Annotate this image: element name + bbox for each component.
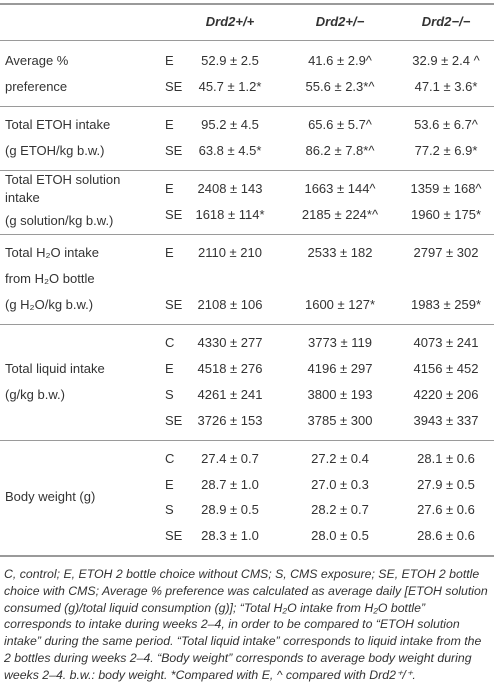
cell-value: 2533 ± 182 <box>307 245 373 260</box>
cell-value: 28.6 ± 0.6 <box>417 528 475 543</box>
cell-value: 3726 ± 153 <box>197 413 263 428</box>
cell-value: 1359 ± 168^ <box>410 181 482 196</box>
row-label: Total ETOH intake <box>5 117 111 132</box>
condition: E <box>165 245 174 260</box>
condition: E <box>165 477 174 492</box>
condition: S <box>165 387 174 402</box>
condition: SE <box>165 143 183 158</box>
condition: E <box>165 361 174 376</box>
condition: SE <box>165 528 183 543</box>
cell-value: 95.2 ± 4.5 <box>201 117 259 132</box>
bottom-rule <box>0 555 494 557</box>
condition: SE <box>165 297 183 312</box>
row-label: (g H₂O/kg b.w.) <box>5 297 94 312</box>
condition: E <box>165 117 174 132</box>
condition: S <box>165 502 174 517</box>
row-label: Body weight (g) <box>5 489 96 504</box>
row-label: from H₂O bottle <box>5 271 95 286</box>
cell-value: 55.6 ± 2.3*^ <box>305 79 375 94</box>
cell-value: 86.2 ± 7.8*^ <box>305 143 375 158</box>
column-header: Drd2+/+ <box>205 14 255 29</box>
cell-value: 3800 ± 193 <box>307 387 373 402</box>
cell-value: 65.6 ± 5.7^ <box>308 117 372 132</box>
cell-value: 4518 ± 276 <box>197 361 263 376</box>
cell-value: 47.1 ± 3.6* <box>414 79 478 94</box>
cell-value: 4196 ± 297 <box>307 361 373 376</box>
cell-value: 2797 ± 302 <box>413 245 479 260</box>
row-label: (g solution/kg b.w.) <box>5 213 114 228</box>
cell-value: 2110 ± 210 <box>197 245 263 260</box>
cell-value: 1983 ± 259* <box>410 297 482 312</box>
condition: SE <box>165 79 183 94</box>
cell-value: 27.9 ± 0.5 <box>417 477 475 492</box>
cell-value: 4220 ± 206 <box>413 387 479 402</box>
cell-value: 45.7 ± 1.2* <box>198 79 262 94</box>
row-label: preference <box>5 79 68 94</box>
column-header: Drd2−/− <box>421 14 471 29</box>
group-rule <box>0 106 494 107</box>
cell-value: 27.4 ± 0.7 <box>201 451 259 466</box>
cell-value: 1600 ± 127* <box>304 297 376 312</box>
column-header: Drd2+/− <box>315 14 365 29</box>
row-label: intake <box>5 190 40 205</box>
cell-value: 2185 ± 224*^ <box>301 207 379 222</box>
cell-value: 27.2 ± 0.4 <box>311 451 369 466</box>
cell-value: 1960 ± 175* <box>410 207 482 222</box>
cell-value: 4261 ± 241 <box>197 387 263 402</box>
condition: SE <box>165 207 183 222</box>
cell-value: 53.6 ± 6.7^ <box>414 117 478 132</box>
row-label: (g ETOH/kg b.w.) <box>5 143 105 158</box>
row-label: (g/kg b.w.) <box>5 387 65 402</box>
group-rule <box>0 234 494 235</box>
condition: SE <box>165 413 183 428</box>
cell-value: 3943 ± 337 <box>413 413 479 428</box>
cell-value: 27.6 ± 0.6 <box>417 502 475 517</box>
condition: E <box>165 181 174 196</box>
cell-value: 28.2 ± 0.7 <box>311 502 369 517</box>
row-label: Total liquid intake <box>5 361 105 376</box>
condition: C <box>165 451 175 466</box>
cell-value: 28.7 ± 1.0 <box>201 477 259 492</box>
cell-value: 1618 ± 114* <box>195 207 265 222</box>
group-rule <box>0 324 494 325</box>
cell-value: 2108 ± 106 <box>197 297 263 312</box>
cell-value: 77.2 ± 6.9* <box>414 143 478 158</box>
header-rule <box>0 40 494 41</box>
cell-value: 2408 ± 143 <box>197 181 263 196</box>
condition: C <box>165 335 175 350</box>
top-rule <box>0 3 494 5</box>
cell-value: 32.9 ± 2.4 ^ <box>412 53 480 68</box>
row-label: Total H₂O intake <box>5 245 99 260</box>
cell-value: 63.8 ± 4.5* <box>198 143 262 158</box>
cell-value: 28.0 ± 0.5 <box>311 528 369 543</box>
cell-value: 4156 ± 452 <box>413 361 479 376</box>
cell-value: 3785 ± 300 <box>307 413 373 428</box>
group-rule <box>0 170 494 171</box>
cell-value: 52.9 ± 2.5 <box>201 53 259 68</box>
cell-value: 28.9 ± 0.5 <box>201 502 259 517</box>
cell-value: 27.0 ± 0.3 <box>311 477 369 492</box>
cell-value: 28.1 ± 0.6 <box>417 451 475 466</box>
footnote: C, control; E, ETOH 2 bottle choice with… <box>4 567 488 682</box>
cell-value: 3773 ± 119 <box>307 335 373 350</box>
cell-value: 41.6 ± 2.9^ <box>308 53 372 68</box>
group-rule <box>0 440 494 441</box>
condition: E <box>165 53 174 68</box>
row-label: Average % <box>5 53 69 68</box>
row-label: Total ETOH solution <box>5 172 121 187</box>
cell-value: 4073 ± 241 <box>413 335 479 350</box>
cell-value: 4330 ± 277 <box>197 335 263 350</box>
cell-value: 1663 ± 144^ <box>304 181 376 196</box>
cell-value: 28.3 ± 1.0 <box>201 528 259 543</box>
